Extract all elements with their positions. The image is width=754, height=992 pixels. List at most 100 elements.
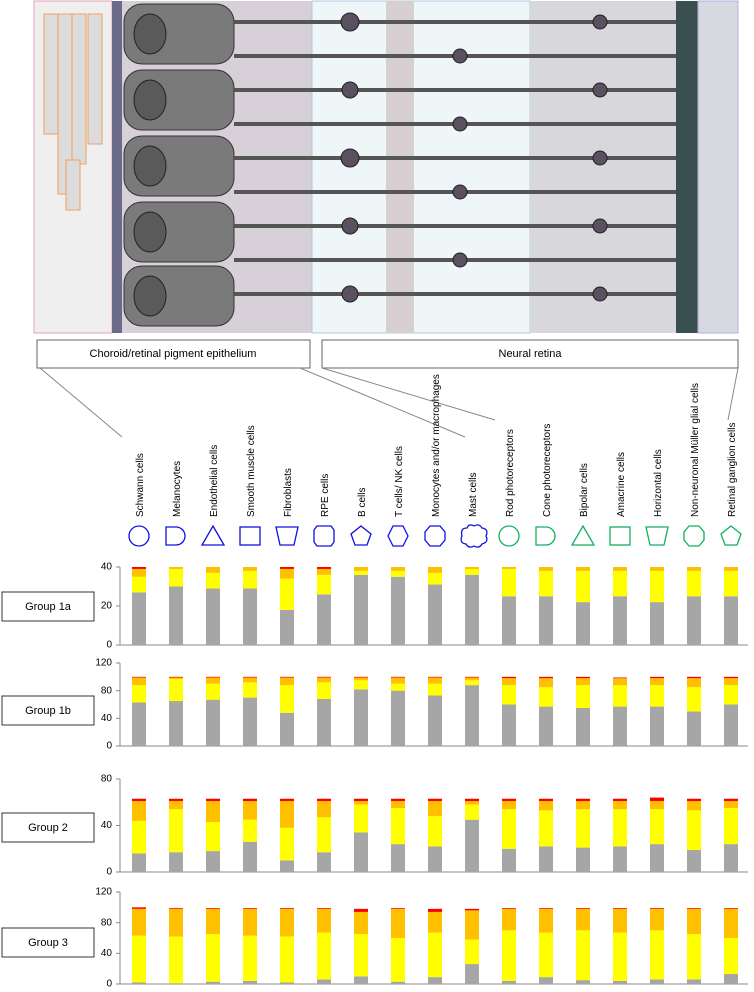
bar-segment xyxy=(613,706,627,746)
group-box xyxy=(1,927,95,958)
bar-segment xyxy=(391,844,405,872)
y-tick-label: 0 xyxy=(106,979,112,990)
bar-segment xyxy=(613,932,627,981)
bar-segment xyxy=(317,979,331,984)
bar-segment xyxy=(539,977,553,984)
bar-segment xyxy=(169,801,183,810)
cell-icon xyxy=(350,525,372,546)
bar-segment xyxy=(539,596,553,645)
bar-segment xyxy=(428,695,442,746)
bar-segment xyxy=(132,982,146,984)
category-label: T cells/ NK cells xyxy=(394,446,405,517)
y-tick-label: 0 xyxy=(106,741,112,752)
bar-segment xyxy=(724,974,738,984)
bar-segment xyxy=(613,570,627,597)
bar-segment xyxy=(613,567,627,571)
bar-segment xyxy=(539,908,553,909)
bar-segment xyxy=(428,801,442,817)
bar-segment xyxy=(724,685,738,705)
bar-segment xyxy=(613,908,627,933)
bar-segment xyxy=(465,798,479,802)
bar-segment xyxy=(650,685,664,707)
bar-segment xyxy=(687,798,701,802)
bar-segment xyxy=(243,935,257,981)
bar-segment xyxy=(169,567,183,569)
bar-segment xyxy=(576,798,590,802)
bar-segment xyxy=(650,676,664,679)
connector-lines xyxy=(39,367,739,438)
bar-segment xyxy=(206,934,220,982)
cell-icon xyxy=(387,525,409,547)
bar-segment xyxy=(465,680,479,686)
bar-segment xyxy=(428,798,442,802)
region-box xyxy=(36,339,311,369)
bar-segment xyxy=(317,594,331,645)
bar-segment xyxy=(613,908,627,909)
bar-segment xyxy=(539,846,553,872)
bar-segment xyxy=(354,911,368,935)
bar-segment xyxy=(539,687,553,707)
bar-segment xyxy=(687,711,701,746)
bar-segment xyxy=(317,698,331,746)
bruch-membrane xyxy=(112,1,122,333)
y-tick-label: 120 xyxy=(95,658,112,669)
bar-segment xyxy=(243,798,257,802)
group-label: Group 2 xyxy=(28,822,68,834)
vitreous xyxy=(697,0,739,334)
bar-segment xyxy=(169,908,183,937)
bar-segment xyxy=(724,938,738,975)
bar-segment xyxy=(613,678,627,686)
bar-segment xyxy=(650,908,664,909)
bar-segment xyxy=(687,567,701,571)
neuron-somata xyxy=(340,12,608,303)
bar-segment xyxy=(243,908,257,936)
bar-segment xyxy=(502,801,516,810)
bar-segment xyxy=(169,798,183,802)
bar-segment xyxy=(391,567,405,571)
bar-segment xyxy=(650,979,664,984)
category-label: Retinal ganglion cells xyxy=(727,422,738,517)
bar-segment xyxy=(650,567,664,571)
bar-segment xyxy=(613,980,627,984)
bar-segment xyxy=(206,677,220,684)
y-tick-label: 80 xyxy=(101,685,113,696)
bar-segment xyxy=(391,801,405,809)
category-label: Smooth muscle cells xyxy=(246,425,257,517)
bar-segment xyxy=(132,907,146,909)
bar-segment xyxy=(243,676,257,678)
bar-segment xyxy=(317,932,331,980)
bar-segment xyxy=(243,801,257,820)
bar-segment xyxy=(317,676,331,678)
y-tick-label: 40 xyxy=(101,948,113,959)
bar-segment xyxy=(280,685,294,713)
bar-segment xyxy=(724,808,738,845)
bar-segment xyxy=(502,568,516,597)
bar-segment xyxy=(539,810,553,847)
y-tick-label: 0 xyxy=(106,867,112,878)
bar-segment xyxy=(724,678,738,686)
bar-segment xyxy=(465,910,479,940)
bar-segment xyxy=(428,846,442,872)
bar-segment xyxy=(169,677,183,679)
bar-segment xyxy=(206,801,220,823)
bar-segment xyxy=(206,699,220,746)
bar-segment xyxy=(280,609,294,645)
bar-segment xyxy=(613,798,627,802)
bar-segment xyxy=(354,801,368,805)
bar-segment xyxy=(169,852,183,872)
bar-segment xyxy=(539,801,553,811)
bar-segment xyxy=(687,596,701,645)
region-box xyxy=(321,339,739,369)
bar-segment xyxy=(206,851,220,872)
bar-segment xyxy=(428,908,442,912)
y-tick-label: 80 xyxy=(101,917,113,928)
retina-illustration xyxy=(33,0,739,334)
bar-segment xyxy=(280,567,294,569)
bar-segment xyxy=(169,568,183,587)
region-label: Choroid/retinal pigment epithelium xyxy=(90,348,257,360)
bar-segment xyxy=(391,808,405,845)
bar-segment xyxy=(539,678,553,688)
group-label: Group 1a xyxy=(25,601,72,613)
bar-segment xyxy=(169,701,183,746)
ganglion-layer xyxy=(676,1,698,333)
